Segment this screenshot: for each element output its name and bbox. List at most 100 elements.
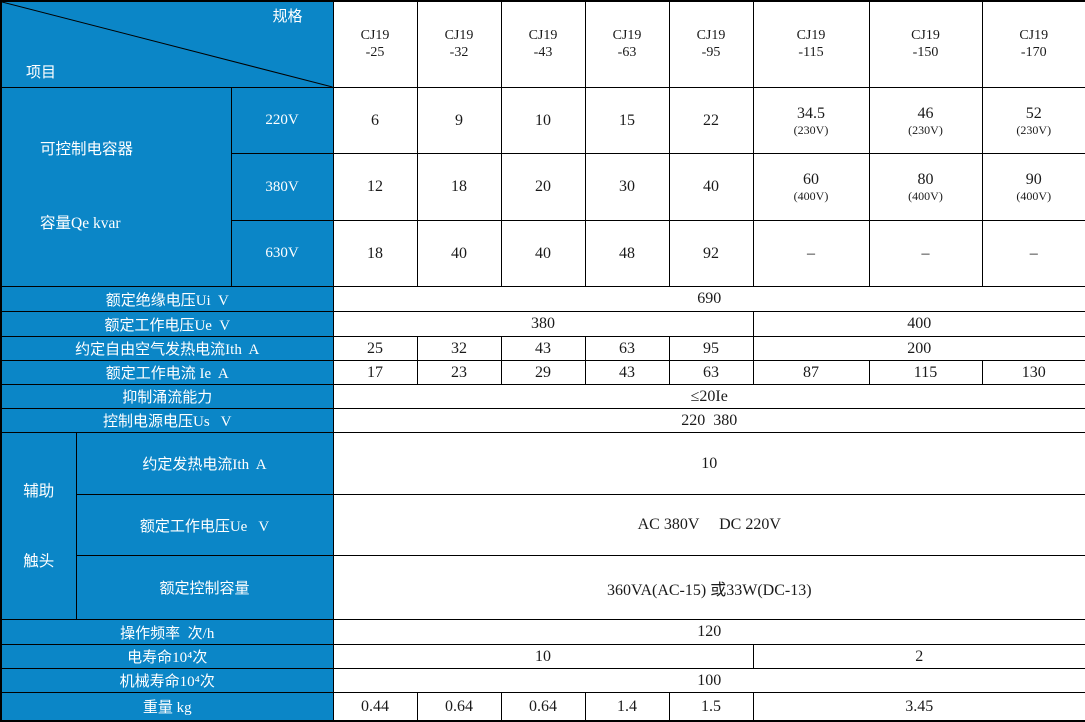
free-air-current-value: 25 bbox=[332, 336, 418, 362]
capacitor-row-220v: 可控制电容器 容量Qe kvar 220V 6 9 10 15 22 34.5(… bbox=[0, 86, 1085, 288]
inrush-suppression-value: ≤20Ie bbox=[332, 384, 1085, 410]
voltage-label-220v: 220V bbox=[230, 86, 334, 155]
cap-220v-value: 52 (230V) bbox=[981, 86, 1085, 155]
corner-cell: 规格 项目 bbox=[0, 0, 334, 88]
row-label-operating-frequency: 操作频率 次/h bbox=[0, 619, 334, 646]
cap-380v-value: 20 bbox=[500, 153, 586, 221]
aux-control-capacity-value: 360VA(AC-15) 或33W(DC-13) bbox=[332, 555, 1085, 621]
row-label-insulation-voltage: 额定绝缘电压Ui V bbox=[0, 286, 334, 313]
capacitor-row-630v: 630V 18 40 40 48 92 – – – bbox=[1, 219, 1085, 288]
row-label-inrush-suppression: 抑制涌流能力 bbox=[0, 384, 334, 410]
row-inrush-suppression: 抑制涌流能力 ≤20Ie bbox=[0, 384, 1085, 410]
aux-contacts-group-label: 辅助 触头 bbox=[0, 432, 77, 621]
row-aux-working-voltage: 额定工作电压Ue V AC 380V DC 220V bbox=[1, 493, 1085, 557]
row-label-working-voltage: 额定工作电压Ue V bbox=[0, 311, 334, 338]
row-label-aux-control-capacity: 额定控制容量 bbox=[75, 555, 334, 621]
working-voltage-left-value: 380 bbox=[332, 311, 754, 338]
row-insulation-voltage: 额定绝缘电压Ui V 690 bbox=[0, 286, 1085, 313]
working-voltage-right-value: 400 bbox=[752, 311, 1085, 338]
cap-630v-value: – bbox=[868, 219, 983, 288]
rated-current-value: 23 bbox=[416, 360, 502, 386]
cap-380v-value: 12 bbox=[332, 153, 418, 221]
cap-630v-value: 18 bbox=[332, 219, 418, 288]
column-header-model-63: CJ19 -63 bbox=[584, 0, 670, 88]
cap-380v-value: 60 (400V) bbox=[752, 153, 870, 221]
cap-630v-value: 92 bbox=[668, 219, 754, 288]
cap-380v-value: 40 bbox=[668, 153, 754, 221]
cap-380v-value: 80 (400V) bbox=[868, 153, 983, 221]
row-free-air-current: 约定自由空气发热电流Ith A 25 32 43 63 95 200 bbox=[0, 336, 1085, 362]
corner-spec-label: 规格 bbox=[272, 9, 303, 25]
weight-right-value: 3.45 bbox=[752, 692, 1085, 722]
row-control-voltage: 控制电源电压Us V 220 380 bbox=[0, 408, 1085, 434]
weight-value: 1.5 bbox=[668, 692, 754, 722]
weight-value: 0.44 bbox=[332, 692, 418, 722]
capacitor-capacity-label: 可控制电容器 容量Qe kvar bbox=[0, 86, 232, 288]
cap-380v-value: 30 bbox=[584, 153, 670, 221]
aux-working-voltage-value: AC 380V DC 220V bbox=[332, 493, 1085, 557]
rated-current-value: 63 bbox=[668, 360, 754, 386]
diagonal-divider-line bbox=[2, 2, 333, 87]
voltage-label-630v: 630V bbox=[230, 219, 334, 288]
rated-current-value: 17 bbox=[332, 360, 418, 386]
row-aux-thermal-current: 辅助 触头 约定发热电流Ith A 10 bbox=[0, 432, 1085, 621]
row-weight: 重量 kg 0.44 0.64 0.64 1.4 1.5 3.45 bbox=[0, 692, 1085, 722]
row-label-electrical-life: 电寿命10⁴次 bbox=[0, 644, 334, 670]
column-header-model-115: CJ19 -115 bbox=[752, 0, 870, 88]
free-air-current-right-value: 200 bbox=[752, 336, 1085, 362]
row-label-aux-working-voltage: 额定工作电压Ue V bbox=[75, 493, 334, 557]
rated-current-value: 87 bbox=[752, 360, 870, 386]
row-label-weight: 重量 kg bbox=[0, 692, 334, 722]
column-header-model-32: CJ19 -32 bbox=[416, 0, 502, 88]
free-air-current-value: 95 bbox=[668, 336, 754, 362]
cap-630v-value: 48 bbox=[584, 219, 670, 288]
cap-220v-value: 9 bbox=[416, 86, 502, 155]
control-voltage-value: 220 380 bbox=[332, 408, 1085, 434]
row-electrical-life: 电寿命10⁴次 10 2 bbox=[0, 644, 1085, 670]
free-air-current-value: 32 bbox=[416, 336, 502, 362]
row-aux-control-capacity: 额定控制容量 360VA(AC-15) 或33W(DC-13) bbox=[1, 555, 1085, 621]
mechanical-life-value: 100 bbox=[332, 668, 1085, 694]
insulation-voltage-value: 690 bbox=[332, 286, 1085, 313]
cap-630v-value: – bbox=[981, 219, 1085, 288]
voltage-label-380v: 380V bbox=[230, 153, 334, 221]
header-row: 规格 项目 CJ19 -25 CJ19 -32 CJ19 -43 CJ19 -63 CJ… bbox=[0, 0, 1085, 88]
row-label-free-air-current: 约定自由空气发热电流Ith A bbox=[0, 336, 334, 362]
column-header-model-95: CJ19 -95 bbox=[668, 0, 754, 88]
free-air-current-value: 43 bbox=[500, 336, 586, 362]
corner-item-label: 项目 bbox=[26, 65, 57, 81]
rated-current-value: 43 bbox=[584, 360, 670, 386]
row-label-rated-current: 额定工作电流 Ie A bbox=[0, 360, 334, 386]
weight-value: 1.4 bbox=[584, 692, 670, 722]
rated-current-value: 130 bbox=[981, 360, 1085, 386]
cap-220v-value: 6 bbox=[332, 86, 418, 155]
cap-630v-value: 40 bbox=[500, 219, 586, 288]
row-rated-current: 额定工作电流 Ie A 17 23 29 43 63 87 115 130 bbox=[0, 360, 1085, 386]
rated-current-value: 29 bbox=[500, 360, 586, 386]
rated-current-value: 115 bbox=[868, 360, 983, 386]
cap-220v-value: 22 bbox=[668, 86, 754, 155]
cap-380v-value: 18 bbox=[416, 153, 502, 221]
column-header-model-25: CJ19 -25 bbox=[332, 0, 418, 88]
row-mechanical-life: 机械寿命10⁴次 100 bbox=[0, 668, 1085, 694]
cap-630v-value: 40 bbox=[416, 219, 502, 288]
free-air-current-value: 63 bbox=[584, 336, 670, 362]
row-operating-frequency: 操作频率 次/h 120 bbox=[0, 619, 1085, 646]
cap-220v-value: 10 bbox=[500, 86, 586, 155]
electrical-life-left-value: 10 bbox=[332, 644, 754, 670]
cap-220v-value: 34.5 (230V) bbox=[752, 86, 870, 155]
row-label-aux-thermal-current: 约定发热电流Ith A bbox=[75, 432, 334, 495]
column-header-model-43: CJ19 -43 bbox=[500, 0, 586, 88]
row-working-voltage: 额定工作电压Ue V 380 400 bbox=[0, 311, 1085, 338]
cap-220v-value: 46 (230V) bbox=[868, 86, 983, 155]
weight-value: 0.64 bbox=[500, 692, 586, 722]
electrical-life-right-value: 2 bbox=[752, 644, 1085, 670]
aux-thermal-current-value: 10 bbox=[332, 432, 1085, 495]
column-header-model-150: CJ19 -150 bbox=[868, 0, 983, 88]
column-header-model-170: CJ19 -170 bbox=[981, 0, 1085, 88]
row-label-mechanical-life: 机械寿命10⁴次 bbox=[0, 668, 334, 694]
row-label-control-voltage: 控制电源电压Us V bbox=[0, 408, 334, 434]
cap-220v-value: 15 bbox=[584, 86, 670, 155]
cap-380v-value: 90 (400V) bbox=[981, 153, 1085, 221]
